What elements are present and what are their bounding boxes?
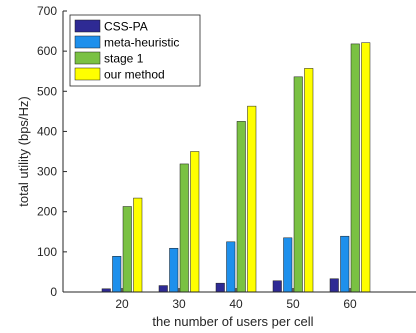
legend-swatch-our-method <box>74 67 101 81</box>
bar-our-method-30 <box>190 151 200 293</box>
bar-meta-heuristic-20 <box>112 256 122 293</box>
x-tick-label: 50 <box>286 297 300 311</box>
bar-meta-heuristic-40 <box>226 241 236 293</box>
y-tick-label: 700 <box>37 4 57 18</box>
bar-our-method-60 <box>361 42 371 293</box>
bar-css-pa-40 <box>215 282 225 293</box>
bar-stage-1-60 <box>350 43 360 293</box>
legend-label-css-pa: CSS-PA <box>104 20 148 34</box>
bar-meta-heuristic-30 <box>169 247 179 293</box>
ticks-layer: 0 100 200 300 400 500 600 700 20 30 40 50 60 <box>37 4 357 311</box>
legend-swatch-meta-heuristic <box>74 35 101 49</box>
y-axis-label: total utility (bps/Hz) <box>16 96 31 207</box>
bar-css-pa-60 <box>329 278 339 293</box>
y-tick-label: 0 <box>50 285 57 299</box>
bar-our-method-50 <box>304 68 314 293</box>
y-tick-label: 600 <box>37 44 57 58</box>
legend: CSS-PA meta-heuristic stage 1 our method <box>69 14 201 87</box>
x-axis-label: the number of users per cell <box>152 314 313 329</box>
bar-our-method-40 <box>247 105 257 293</box>
legend-swatch-css-pa <box>74 19 101 33</box>
x-tick-label: 40 <box>229 297 243 311</box>
y-tick-label: 500 <box>37 84 57 98</box>
legend-label-meta-heuristic: meta-heuristic <box>104 36 179 50</box>
legend-label-stage-1: stage 1 <box>104 52 144 66</box>
y-tick-label: 100 <box>37 245 57 259</box>
legend-swatch-stage-1 <box>74 51 101 65</box>
bar-stage-1-40 <box>236 121 246 293</box>
bar-stage-1-50 <box>293 76 303 293</box>
bar-our-method-20 <box>133 197 143 293</box>
x-tick-label: 30 <box>172 297 186 311</box>
bar-stage-1-20 <box>122 206 132 293</box>
x-tick-label: 60 <box>343 297 357 311</box>
bar-css-pa-50 <box>272 280 282 293</box>
x-tick-label: 20 <box>115 297 129 311</box>
y-tick-label: 200 <box>37 205 57 219</box>
bar-meta-heuristic-50 <box>283 237 293 293</box>
bar-stage-1-30 <box>179 163 189 293</box>
legend-label-our-method: our method <box>104 68 165 82</box>
y-tick-label: 300 <box>37 165 57 179</box>
bar-meta-heuristic-60 <box>340 235 350 293</box>
bar-css-pa-30 <box>158 285 168 293</box>
y-tick-label: 400 <box>37 124 57 138</box>
